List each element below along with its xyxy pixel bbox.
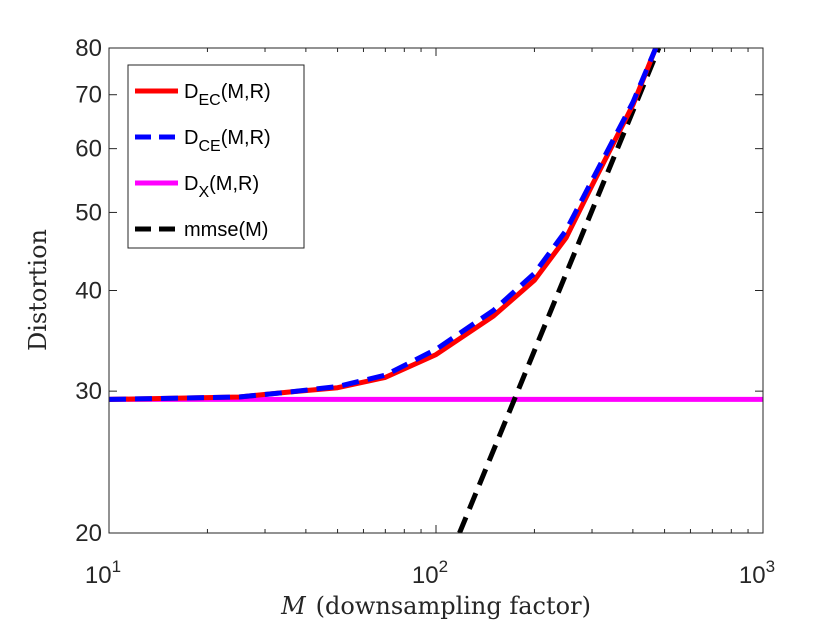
series-line-mmse (457, 48, 662, 533)
legend-label-dx: DX(M,R) (184, 173, 259, 201)
x-tick-label: 101 (85, 557, 121, 589)
y-tick-label: 70 (75, 82, 102, 109)
legend-label-dec: DEC(M,R) (184, 81, 271, 109)
legend-box (127, 64, 305, 249)
y-tick-label: 30 (75, 378, 102, 405)
y-tick-label: 80 (75, 35, 102, 62)
legend: DEC(M,R) DCE(M,R) DX(M,R) mmse(M) (127, 64, 305, 249)
series-line-dce (109, 48, 659, 402)
y-axis-label: Distortion (24, 229, 52, 351)
y-tick-label: 60 (75, 136, 102, 163)
y-tick-label: 20 (75, 520, 102, 547)
y-tick-label: 40 (75, 278, 102, 305)
legend-label-dce: DCE(M,R) (184, 127, 271, 155)
x-tick-label: 102 (412, 557, 448, 589)
legend-label-mmse: mmse(M) (184, 219, 268, 241)
x-tick-label: 103 (739, 557, 775, 589)
x-axis-label: M (downsampling factor) (280, 592, 591, 620)
y-tick-label: 50 (75, 199, 102, 226)
